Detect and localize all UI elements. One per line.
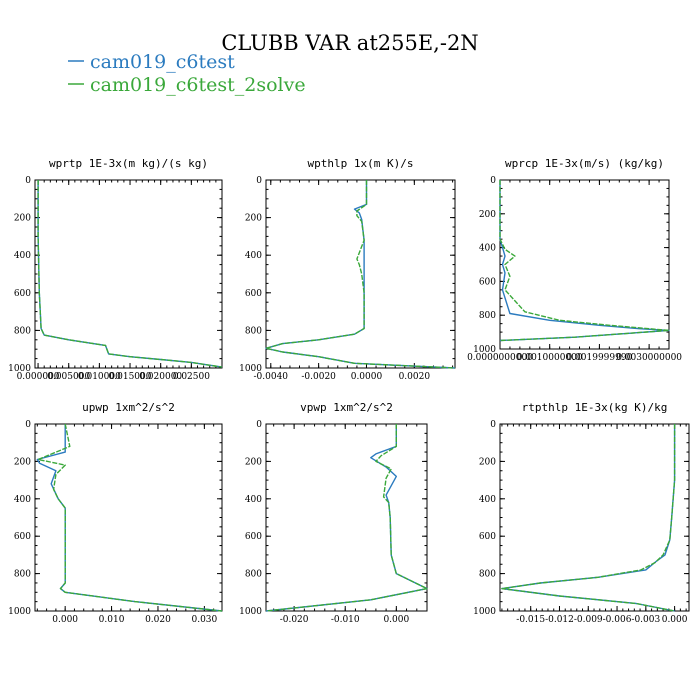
y-tick-label: 200 <box>245 214 262 224</box>
panel-frame <box>265 423 428 612</box>
y-tick-label: 600 <box>479 532 496 542</box>
panel-1: wprtp 1E-3x(m kg)/(s kg) 0 200 400 600 800 100… <box>8 157 223 382</box>
y-tick-label: 400 <box>479 244 496 254</box>
series-line-c6test-2solve <box>37 180 223 368</box>
x-tick-label: -0.012 <box>545 615 574 625</box>
x-tick-label: 0.0010000000 <box>517 353 583 363</box>
series-line-c6test-2solve <box>37 423 223 612</box>
y-tick-label: 600 <box>245 532 262 542</box>
x-tick-label: 0.000 <box>52 615 78 625</box>
y-tick-label: 600 <box>14 532 31 542</box>
y-tick-label: 400 <box>14 495 31 505</box>
x-tick-label: 0.000 <box>662 615 688 625</box>
y-tick-label: 0 <box>25 176 31 186</box>
y-tick-label: 200 <box>479 210 496 220</box>
y-tick-label: 1000 <box>473 607 496 617</box>
x-tick-label: -0.0040 <box>254 372 289 382</box>
x-tick-label: 0.015000 <box>109 372 152 382</box>
y-tick-label: 1000 <box>239 364 262 374</box>
legend-label-c6test: cam019_c6test <box>90 51 235 73</box>
y-tick-label: 600 <box>245 289 262 299</box>
y-tick-label: 800 <box>245 570 262 580</box>
series-line-c6test <box>501 424 676 612</box>
panel-frame <box>499 423 690 612</box>
x-tick-label: -0.0020 <box>301 372 336 382</box>
x-tick-label: -0.020 <box>280 615 309 625</box>
panel-2: wpthlp 1x(m K)/s 0 200 400 600 800 1000-0.0040… <box>239 157 456 382</box>
y-tick-label: 600 <box>479 277 496 287</box>
panel-3: wprcp 1E-3x(m/s) (kg/kg) 0 200 400 600 800 100… <box>467 157 682 363</box>
panel-title: wprcp 1E-3x(m/s) (kg/kg) <box>505 157 664 170</box>
series-line-c6test <box>499 180 670 342</box>
legend: cam019_c6test cam019_c6test_2solve <box>68 51 306 96</box>
y-tick-label: 400 <box>245 251 262 261</box>
y-tick-label: 1000 <box>473 345 496 355</box>
x-tick-label: 0.0000000000 <box>467 353 533 363</box>
x-tick-label: 0.02500 <box>173 372 210 382</box>
series-line-c6test <box>265 180 456 369</box>
x-tick-label: 0.030 <box>191 615 217 625</box>
y-tick-label: 200 <box>14 457 31 467</box>
y-tick-label: 800 <box>14 570 31 580</box>
x-tick-label: 0.0000 <box>351 372 383 382</box>
x-tick-label: 0.000000 <box>17 372 60 382</box>
x-tick-label: 0.0020 <box>399 372 431 382</box>
panel-4: upwp 1xm^2/s^2 0 200 400 600 800 1000 0.000 0.01… <box>8 401 223 625</box>
y-tick-label: 0 <box>25 420 31 430</box>
x-tick-label: -0.006 <box>603 615 632 625</box>
y-tick-label: 800 <box>245 326 262 336</box>
x-tick-label: 0.010 <box>99 615 125 625</box>
x-tick-label: -0.009 <box>574 615 603 625</box>
series-line-c6test-2solve <box>265 424 428 612</box>
panel-frame <box>265 179 456 369</box>
panel-title: vpwp 1xm^2/s^2 <box>300 401 393 414</box>
panel-frame <box>34 179 223 369</box>
y-tick-label: 200 <box>14 214 31 224</box>
panel-6: rtpthlp 1E-3x(kg K)/kg 0 200 400 600 800 1000 -… <box>473 401 690 625</box>
y-tick-label: 200 <box>245 457 262 467</box>
y-tick-label: 1000 <box>239 607 262 617</box>
x-tick-label: 0.0030000000 <box>616 353 682 363</box>
panel-title: wprtp 1E-3x(m kg)/(s kg) <box>49 157 208 170</box>
panel-title: rtpthlp 1E-3x(kg K)/kg <box>522 401 668 414</box>
y-tick-label: 800 <box>14 326 31 336</box>
x-tick-label: 0.000 <box>383 615 409 625</box>
y-tick-label: 800 <box>479 570 496 580</box>
panel-title: upwp 1xm^2/s^2 <box>82 401 175 414</box>
x-tick-label: 0.0019999990 <box>566 353 632 363</box>
series-line-c6test-2solve <box>265 180 456 369</box>
y-tick-label: 400 <box>245 495 262 505</box>
x-tick-label: 0.010000 <box>78 372 121 382</box>
y-tick-label: 1000 <box>8 364 31 374</box>
y-tick-label: 0 <box>490 420 496 430</box>
y-tick-label: 600 <box>14 289 31 299</box>
figure-title: CLUBB VAR at255E,-2N <box>221 31 478 55</box>
x-tick-label: -0.010 <box>331 615 360 625</box>
y-tick-label: 0 <box>490 176 496 186</box>
x-tick-label: 0.020000 <box>139 372 182 382</box>
panels: wprtp 1E-3x(m kg)/(s kg) 0 200 400 600 800 100… <box>8 157 690 625</box>
x-tick-label: 0.005000 <box>47 372 90 382</box>
y-tick-label: 200 <box>479 457 496 467</box>
y-tick-label: 400 <box>14 251 31 261</box>
y-tick-label: 0 <box>256 176 262 186</box>
y-tick-label: 400 <box>479 495 496 505</box>
x-tick-label: 0.020 <box>145 615 171 625</box>
y-tick-label: 800 <box>479 311 496 321</box>
series-line-c6test-2solve <box>501 424 676 612</box>
legend-label-c6test-2solve: cam019_c6test_2solve <box>90 74 306 96</box>
series-line-c6test <box>265 424 428 612</box>
x-tick-label: -0.003 <box>631 615 660 625</box>
y-tick-label: 1000 <box>8 607 31 617</box>
panel-5: vpwp 1xm^2/s^2 0 200 400 600 800 1000 -0.020 -0.… <box>239 401 428 625</box>
y-tick-label: 0 <box>256 420 262 430</box>
series-line-c6test-2solve <box>499 180 670 342</box>
x-tick-label: -0.015 <box>516 615 545 625</box>
panel-title: wpthlp 1x(m K)/s <box>308 157 414 170</box>
